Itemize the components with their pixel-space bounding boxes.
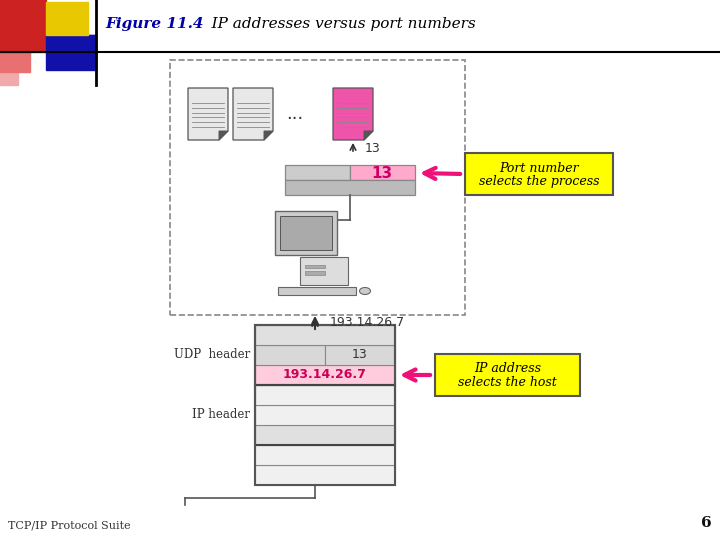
Polygon shape: [233, 88, 273, 140]
Text: selects the process: selects the process: [479, 174, 599, 187]
Text: UDP  header: UDP header: [174, 348, 250, 361]
Bar: [305, 265, 325, 268]
Bar: [255, 345, 325, 365]
Bar: [255, 325, 395, 345]
Text: Figure 11.4: Figure 11.4: [105, 17, 204, 31]
Bar: [255, 385, 395, 405]
Ellipse shape: [359, 287, 371, 294]
Bar: [435, 354, 580, 396]
Text: 13: 13: [372, 165, 392, 180]
Bar: [280, 216, 332, 250]
Bar: [255, 445, 395, 465]
Polygon shape: [333, 88, 373, 140]
Bar: [275, 211, 337, 255]
Bar: [305, 271, 325, 275]
Bar: [350, 165, 415, 180]
Polygon shape: [264, 131, 273, 140]
Bar: [255, 325, 395, 485]
Text: IP addresses versus port numbers: IP addresses versus port numbers: [197, 17, 476, 31]
Text: Port number: Port number: [499, 161, 579, 174]
Bar: [255, 365, 395, 385]
Bar: [300, 257, 348, 285]
Polygon shape: [188, 88, 228, 140]
Bar: [46, 35, 96, 52]
Text: 193.14.26.7: 193.14.26.7: [330, 315, 405, 328]
Text: 13: 13: [352, 348, 368, 361]
Bar: [285, 165, 350, 180]
Text: IP header: IP header: [192, 408, 250, 422]
Bar: [255, 325, 395, 385]
Bar: [285, 180, 415, 195]
Polygon shape: [219, 131, 228, 140]
Bar: [46, 2, 88, 35]
Text: 13: 13: [365, 141, 381, 154]
Bar: [46, 35, 96, 70]
Bar: [255, 425, 395, 445]
Text: 193.14.26.7: 193.14.26.7: [283, 368, 367, 381]
Bar: [278, 287, 356, 295]
Bar: [0, 44, 30, 72]
Text: IP address: IP address: [474, 361, 541, 375]
Bar: [0, 0, 46, 52]
Bar: [325, 345, 395, 365]
Text: ...: ...: [287, 105, 304, 123]
Bar: [255, 385, 395, 445]
Bar: [170, 60, 465, 315]
Text: selects the host: selects the host: [458, 375, 557, 388]
Bar: [255, 405, 395, 425]
Bar: [465, 153, 613, 195]
Bar: [0, 67, 18, 85]
Text: 6: 6: [701, 516, 712, 530]
Polygon shape: [364, 131, 373, 140]
Bar: [255, 465, 395, 485]
Text: TCP/IP Protocol Suite: TCP/IP Protocol Suite: [8, 520, 130, 530]
